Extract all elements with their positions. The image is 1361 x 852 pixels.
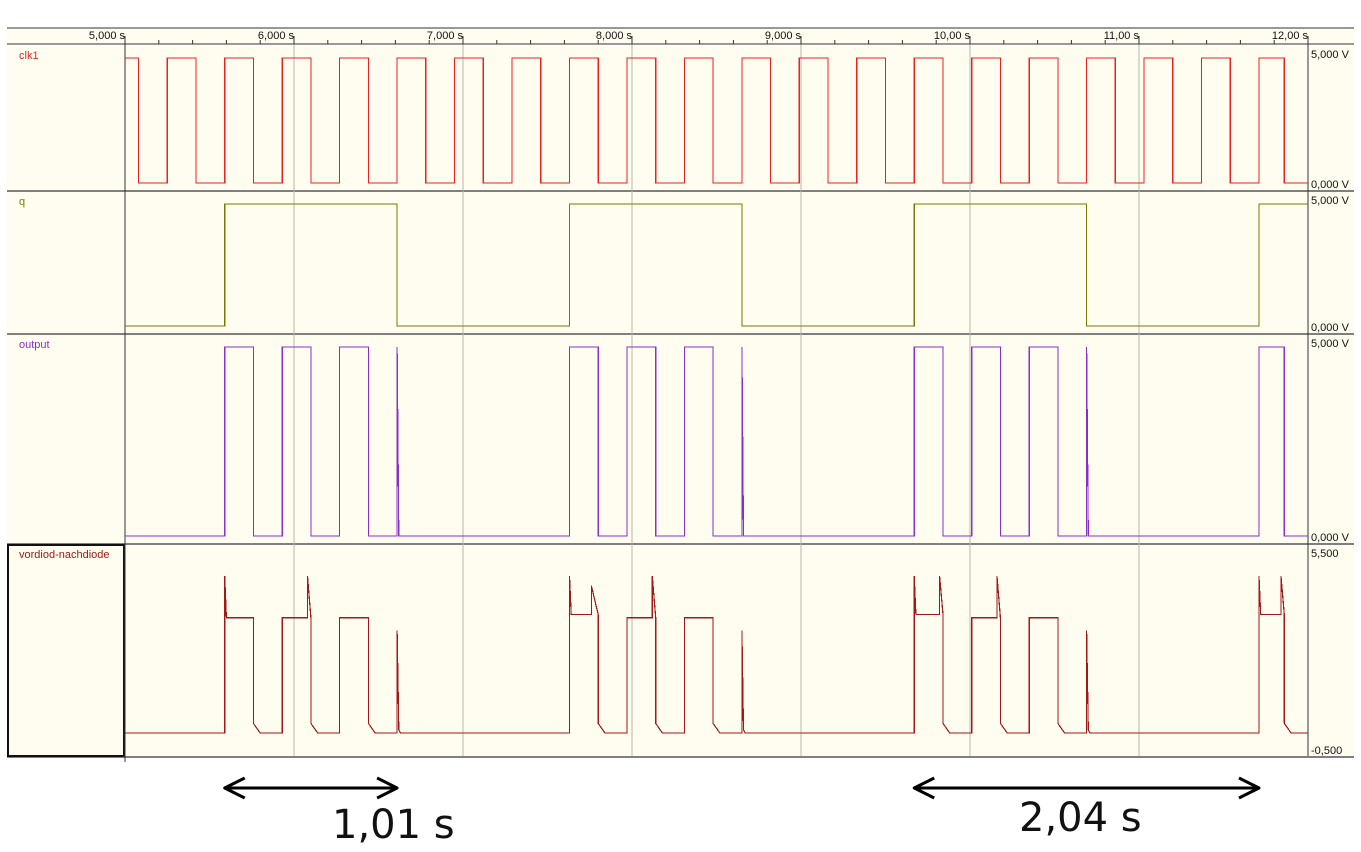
measurement-annotations — [223, 776, 1261, 800]
measure-arrowhead-right — [1238, 776, 1261, 800]
trace-clk1 — [125, 57, 1308, 184]
scale-top-label: 5,000 V — [1311, 338, 1350, 350]
trace-output — [125, 346, 1308, 537]
scale-bottom-label: 0,000 V — [1311, 322, 1350, 334]
trace-name-label: output — [19, 339, 50, 351]
time-tick-label: 6,000 s — [258, 30, 295, 42]
scale-strip — [1308, 545, 1354, 756]
trace-name-strip — [7, 46, 125, 190]
time-tick-label: 12,00 s — [1272, 30, 1309, 42]
measurement-value-label: 2,04 s — [1019, 795, 1142, 841]
trace-name-strip — [7, 335, 125, 543]
trace-name-strip — [7, 192, 125, 333]
scale-top-label: 5,000 V — [1311, 49, 1350, 61]
scale-strip — [1308, 335, 1354, 543]
scale-top-label: 5,500 — [1311, 548, 1339, 560]
plot-area — [125, 192, 1308, 333]
measurement-value-label: 1,01 s — [332, 802, 455, 848]
plot-area — [125, 545, 1308, 756]
trace-q — [125, 203, 1308, 327]
time-ruler — [7, 28, 1354, 44]
measure-arrowhead-left — [912, 776, 935, 800]
time-axis: 5,000 s 6,000 s 7,000 s 8,000 s 9,000 s 10,00… — [7, 27, 1354, 45]
trace-name-label: vordiod-nachdiode — [19, 549, 110, 561]
trace-name-strip — [7, 545, 125, 756]
time-tick-label: 10,00 s — [934, 30, 971, 42]
time-tick-label: 8,000 s — [596, 30, 633, 42]
scale-strip — [1308, 192, 1354, 333]
trace-name-label: clk1 — [19, 50, 39, 62]
scale-bottom-label: 0,000 V — [1311, 179, 1350, 191]
plot-area — [125, 46, 1308, 190]
time-tick-label: 11,00 s — [1104, 30, 1140, 42]
scale-strip — [1308, 46, 1354, 190]
time-tick-label: 9,000 s — [765, 30, 802, 42]
trace-name-label: q — [19, 196, 25, 208]
waveform-traces: clk1 5,000 V 0,000 V q 5,000 V 0,000 V output 5… — [19, 49, 1350, 757]
scale-bottom-label: 0,000 V — [1311, 532, 1350, 544]
selected-trace-frame — [7, 544, 125, 757]
time-tick-label: 5,000 s — [89, 30, 126, 42]
measure-arrowhead-left — [223, 776, 246, 800]
trace-panels — [7, 46, 1354, 758]
scale-top-label: 5,000 V — [1311, 195, 1350, 207]
plot-area — [125, 335, 1308, 543]
scale-bottom-label: -0,500 — [1311, 745, 1342, 757]
trace-vordiod-nachdiode — [125, 576, 1308, 734]
measure-arrowhead-right — [376, 776, 399, 800]
time-tick-label: 7,000 s — [427, 30, 464, 42]
time-grid — [124, 28, 1309, 762]
